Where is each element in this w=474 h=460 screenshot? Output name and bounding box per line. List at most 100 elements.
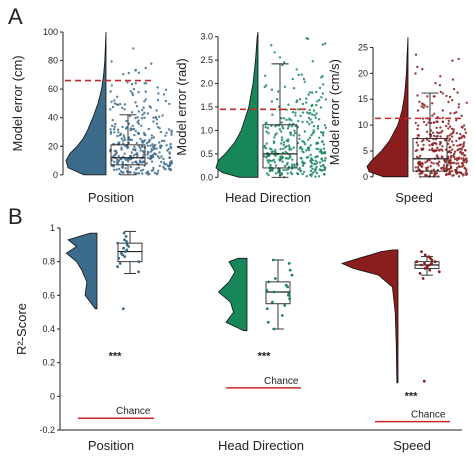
data-point — [448, 170, 451, 174]
data-point — [139, 149, 142, 152]
data-point — [137, 166, 141, 169]
data-point — [120, 148, 123, 151]
data-point — [442, 168, 445, 171]
data-point — [130, 83, 134, 86]
data-point — [156, 86, 159, 89]
data-point — [298, 137, 301, 140]
data-point — [156, 155, 160, 158]
data-point — [118, 262, 122, 265]
data-point — [461, 151, 465, 155]
data-point — [110, 60, 113, 63]
data-point — [125, 119, 128, 123]
data-point — [299, 169, 302, 172]
data-point — [150, 154, 154, 157]
data-point — [144, 98, 147, 101]
data-point — [300, 157, 303, 160]
data-point — [162, 93, 166, 96]
data-point — [458, 165, 461, 169]
data-point — [287, 103, 290, 106]
data-point — [122, 231, 126, 235]
data-point — [110, 100, 113, 104]
data-point — [266, 155, 269, 158]
data-point — [280, 138, 284, 142]
data-point — [159, 146, 162, 150]
data-point — [462, 154, 466, 157]
data-point — [122, 171, 125, 174]
data-point — [440, 148, 443, 151]
data-point — [421, 117, 425, 120]
data-point — [424, 161, 427, 164]
data-point — [430, 262, 433, 265]
data-point — [321, 159, 324, 162]
data-point — [450, 170, 454, 173]
data-point — [298, 167, 301, 170]
data-point — [269, 163, 272, 167]
data-point — [125, 158, 128, 161]
data-point — [132, 87, 136, 91]
data-point — [118, 102, 122, 106]
data-point — [297, 73, 300, 77]
data-point — [316, 127, 320, 130]
data-point — [461, 126, 464, 129]
data-point — [459, 132, 462, 136]
data-point — [448, 137, 452, 140]
data-point — [425, 130, 429, 133]
data-point — [460, 157, 463, 160]
data-point — [146, 144, 149, 147]
data-point — [294, 111, 297, 114]
y-axis-title: Model error (rad) — [174, 58, 189, 156]
data-point — [287, 293, 290, 297]
data-point — [124, 250, 127, 254]
data-point — [158, 151, 161, 154]
data-point — [296, 172, 300, 176]
data-point — [314, 116, 317, 119]
data-point — [322, 83, 325, 86]
data-point — [299, 114, 302, 118]
data-point — [162, 157, 165, 161]
data-point — [132, 127, 136, 131]
data-point — [124, 127, 128, 130]
data-point — [442, 166, 445, 169]
data-point — [453, 150, 457, 153]
data-point — [269, 159, 272, 163]
panel-a-head-direction: 0.0 0.5 1.0 1.5 2.0 2.5 3.0 Model error (rad) He… — [174, 32, 328, 205]
data-point — [423, 253, 427, 257]
data-point — [430, 161, 433, 164]
data-point — [143, 100, 146, 103]
data-point — [158, 141, 161, 144]
data-point — [134, 116, 137, 120]
panel-b-r2-score: -0.2 0 0.2 0.4 0.6 0.8 1 R²-Score Chance *** Posit… — [14, 223, 462, 453]
data-point — [322, 147, 326, 150]
data-point — [280, 121, 283, 124]
data-point — [113, 149, 117, 153]
data-point — [456, 91, 459, 94]
data-point — [427, 121, 430, 124]
data-point — [315, 90, 318, 94]
data-point — [270, 88, 274, 91]
data-point — [271, 258, 275, 262]
chance-label: Chance — [116, 406, 151, 417]
data-point — [431, 102, 434, 105]
data-point — [265, 172, 269, 175]
y-tick-label: 15 — [358, 94, 368, 104]
data-point — [119, 170, 123, 173]
data-point — [288, 146, 291, 149]
data-point — [313, 162, 316, 166]
data-point — [448, 139, 451, 142]
data-point — [319, 165, 323, 168]
data-point — [438, 84, 442, 87]
data-point — [280, 117, 283, 120]
y-tick-label: 0.5 — [200, 149, 213, 159]
data-point — [428, 268, 432, 272]
data-point — [287, 262, 291, 265]
y-axis-title: Model error (cm) — [10, 55, 25, 151]
data-point — [270, 100, 274, 103]
data-point — [267, 161, 270, 164]
y-tick-label: 0.8 — [42, 257, 55, 267]
data-point — [123, 152, 126, 155]
data-point — [265, 84, 268, 87]
data-point — [113, 128, 116, 131]
data-point — [314, 170, 317, 173]
data-point — [447, 127, 450, 130]
data-point — [154, 153, 158, 156]
